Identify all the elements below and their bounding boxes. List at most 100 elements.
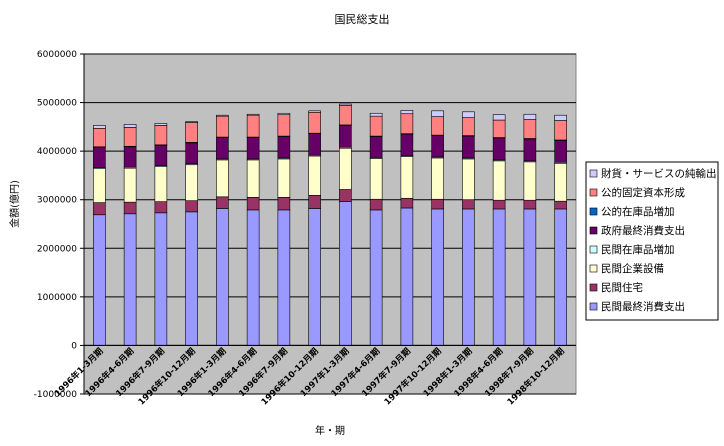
bar-segment xyxy=(216,197,228,209)
legend-swatch xyxy=(590,303,597,310)
legend-swatch xyxy=(590,227,597,234)
bar-segment xyxy=(309,112,321,133)
bar-segment xyxy=(524,139,536,161)
legend: 財貨・サービスの純輸出公的固定資本形成公的在庫品増加政府最終消費支出民間在庫品増… xyxy=(586,162,718,320)
bar-segment xyxy=(401,134,413,155)
bar-segment xyxy=(247,114,259,115)
bar-segment xyxy=(278,113,290,114)
bar-segment xyxy=(278,210,290,346)
bar-segment xyxy=(124,168,136,202)
y-axis-label: 金額(億円) xyxy=(8,180,21,228)
bar-segment xyxy=(309,195,321,208)
legend-label: 民間住宅 xyxy=(601,281,643,294)
bar-segment xyxy=(493,120,505,137)
legend-label: 民間在庫品増加 xyxy=(601,243,675,256)
bar-segment xyxy=(309,134,321,155)
bar-segment xyxy=(462,112,474,118)
bar-segment xyxy=(401,156,413,198)
y-tick-label: 2000000 xyxy=(37,244,77,254)
bar-segment xyxy=(339,125,351,147)
bar-segment xyxy=(247,210,259,346)
bar-segment xyxy=(432,158,444,199)
bar-segment xyxy=(155,145,167,165)
bar-segment xyxy=(432,209,444,345)
bar-segment xyxy=(93,125,105,128)
bar-segment xyxy=(186,201,198,212)
bar-segment xyxy=(555,115,567,120)
bar-segment xyxy=(401,208,413,345)
bar-segment xyxy=(216,115,228,116)
legend-box xyxy=(586,162,718,320)
bar-segment xyxy=(524,120,536,139)
bar-segment xyxy=(432,111,444,117)
bar-segment xyxy=(309,156,321,195)
chart-title: 国民総支出 xyxy=(335,12,390,26)
y-tick-label: 3000000 xyxy=(37,196,77,206)
bar-segment xyxy=(216,116,228,137)
bar-segment xyxy=(339,190,351,202)
bar-segment xyxy=(370,113,382,116)
bar-segment xyxy=(186,212,198,346)
bar-segment xyxy=(93,215,105,346)
bar-segment xyxy=(124,214,136,346)
legend-swatch xyxy=(590,208,597,215)
bar-segment xyxy=(370,199,382,210)
legend-label: 財貨・サービスの純輸出 xyxy=(601,167,717,180)
bar-segment xyxy=(339,105,351,124)
bar-segment xyxy=(93,169,105,203)
bar-segment xyxy=(401,114,413,134)
bar-segment xyxy=(493,138,505,160)
bar-segment xyxy=(186,165,198,201)
bar-segment xyxy=(247,115,259,137)
bar-segment xyxy=(462,209,474,345)
bar-segment xyxy=(493,161,505,200)
bar-segment xyxy=(247,138,259,159)
bar-segment xyxy=(216,138,228,159)
bar-segment xyxy=(370,137,382,158)
bar-segment xyxy=(155,202,167,213)
bar-segment xyxy=(278,197,290,210)
bar-segment xyxy=(370,158,382,199)
bar-segment xyxy=(370,116,382,136)
bar-segment xyxy=(124,202,136,214)
x-axis-label: 年・期 xyxy=(315,424,345,437)
bar-segment xyxy=(186,143,198,164)
bar-segment xyxy=(401,198,413,208)
bar-segment xyxy=(278,159,290,197)
bar-segment xyxy=(493,200,505,209)
bar-segment xyxy=(462,159,474,200)
bar-segment xyxy=(93,147,105,167)
bar-segment xyxy=(555,140,567,162)
legend-label: 民間最終消費支出 xyxy=(601,300,685,313)
bar-segment xyxy=(309,208,321,345)
bar-segment xyxy=(155,167,167,202)
bar-segment xyxy=(432,117,444,135)
bar-segment xyxy=(462,136,474,158)
bar-segment xyxy=(309,111,321,112)
bar-segment xyxy=(278,115,290,136)
bar-segment xyxy=(370,210,382,346)
bar-segment xyxy=(432,136,444,157)
legend-swatch xyxy=(590,284,597,291)
bar-segment xyxy=(432,199,444,209)
bar-segment xyxy=(555,121,567,140)
y-tick-label: 1000000 xyxy=(37,293,77,303)
bar-segment xyxy=(155,213,167,346)
bar-segment xyxy=(186,122,198,123)
bar-segment xyxy=(278,137,290,158)
bar-segment xyxy=(493,209,505,345)
bar-segment xyxy=(339,202,351,346)
bar-segment xyxy=(339,104,351,105)
legend-label: 公的在庫品増加 xyxy=(601,205,675,218)
bar-segment xyxy=(186,122,198,142)
bar-segment xyxy=(155,125,167,144)
bar-segment xyxy=(247,197,259,210)
bar-segment xyxy=(155,123,167,125)
bar-segment xyxy=(462,200,474,209)
legend-swatch xyxy=(590,170,597,177)
bar-segment xyxy=(124,127,136,146)
legend-label: 政府最終消費支出 xyxy=(601,224,685,237)
bar-segment xyxy=(555,163,567,201)
bar-segment xyxy=(124,147,136,167)
